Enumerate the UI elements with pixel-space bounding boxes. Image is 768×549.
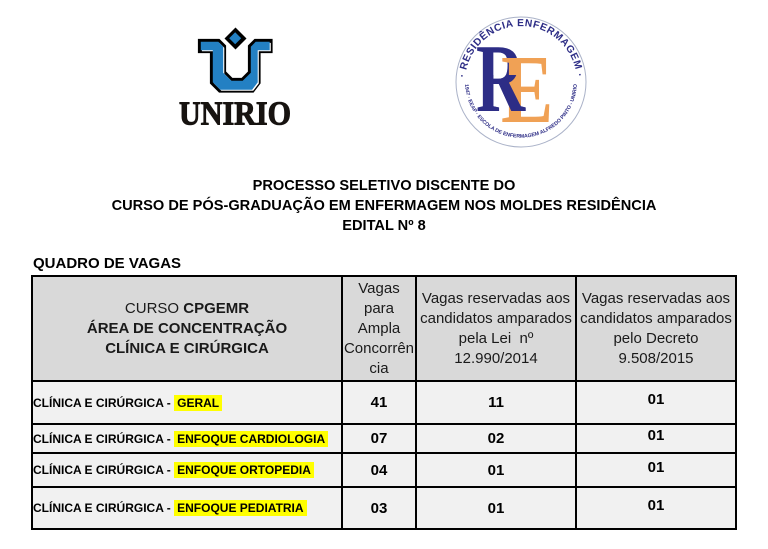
- svg-text:E: E: [501, 36, 553, 144]
- svg-text:R: R: [476, 25, 526, 133]
- svg-text:R: R: [476, 25, 526, 133]
- svg-text:UNIRIO: UNIRIO: [179, 98, 291, 130]
